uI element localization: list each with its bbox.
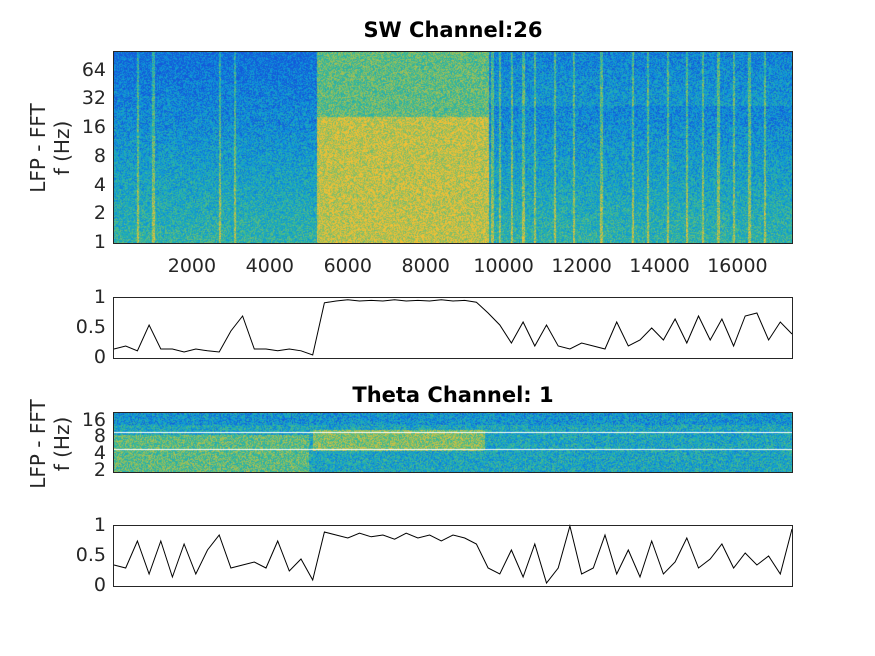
ratio-ytick-label: 1 xyxy=(94,514,106,536)
ratio-ytick-label: 0 xyxy=(94,574,106,596)
sw-ytick-label: 16 xyxy=(82,116,106,138)
theta-axes xyxy=(113,412,793,473)
sw-ylabel-2: f (Hz) xyxy=(50,78,74,218)
sw-ylabel-1: LFP - FFT xyxy=(26,78,50,218)
sw-xtick-label: 12000 xyxy=(542,255,622,277)
sw-ytick-label: 8 xyxy=(94,145,106,167)
ratio-ytick-label: 1 xyxy=(94,286,106,308)
sw-axes xyxy=(113,51,793,244)
sw-ytick-label: 2 xyxy=(94,202,106,224)
sw-xtick-label: 10000 xyxy=(464,255,544,277)
sw-xtick-label: 6000 xyxy=(308,255,388,277)
sw-title: SW Channel:26 xyxy=(114,18,792,42)
sw-xtick-label: 8000 xyxy=(386,255,466,277)
theta-ylabel-1: LFP - FFT xyxy=(26,374,50,514)
sw-xtick-label: 2000 xyxy=(152,255,232,277)
sw-ratio-axes xyxy=(113,297,793,359)
theta-title: Theta Channel: 1 xyxy=(114,383,792,407)
theta-ratio-axes xyxy=(113,525,793,587)
ratio-ytick-label: 0.5 xyxy=(76,544,106,566)
sw-xtick-label: 14000 xyxy=(620,255,700,277)
sw-ytick-label: 1 xyxy=(94,231,106,253)
sw-ytick-label: 32 xyxy=(82,87,106,109)
sw-ytick-label: 4 xyxy=(94,174,106,196)
ratio-ytick-label: 0.5 xyxy=(76,316,106,338)
sw-ytick-label: 64 xyxy=(82,59,106,81)
sw-xtick-label: 4000 xyxy=(230,255,310,277)
theta-ylabel-2: f (Hz) xyxy=(50,374,74,514)
theta-ytick-label: 16 xyxy=(82,409,106,431)
ratio-ytick-label: 0 xyxy=(94,346,106,368)
sw-xtick-label: 16000 xyxy=(697,255,777,277)
